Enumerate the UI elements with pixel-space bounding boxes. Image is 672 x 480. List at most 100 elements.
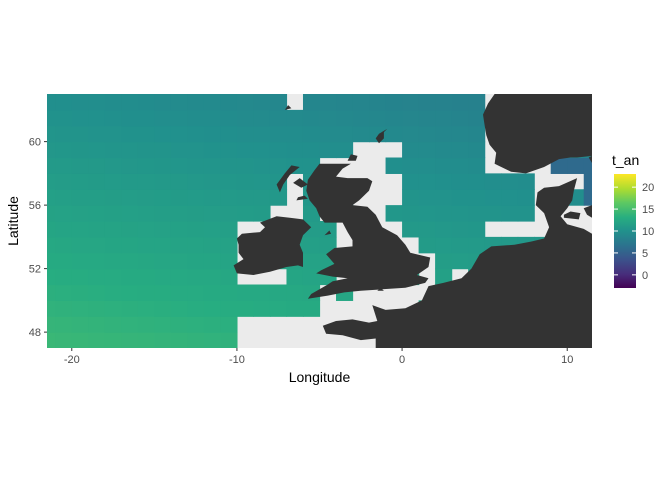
raster-cell: [154, 205, 172, 222]
raster-cell: [220, 252, 238, 270]
raster-cell: [435, 125, 453, 143]
raster-cell: [88, 141, 106, 159]
x-tick-label: -10: [229, 354, 245, 366]
raster-cell: [253, 125, 271, 143]
raster-cell: [435, 236, 453, 254]
raster-cell: [451, 189, 469, 206]
raster-cell: [269, 94, 288, 111]
raster-cell: [203, 236, 222, 254]
raster-cell: [137, 173, 155, 190]
raster-cell: [187, 332, 205, 348]
raster-cell: [55, 284, 73, 301]
raster-cell: [369, 109, 387, 127]
raster-cell: [71, 300, 89, 317]
raster-cell: [121, 189, 139, 206]
raster-cell: [253, 300, 271, 317]
raster-cell: [88, 300, 106, 317]
raster-cell: [187, 236, 205, 254]
raster-cell: [352, 94, 370, 111]
raster-cell: [418, 173, 436, 190]
legend: t_an 0 5 10 15 20: [612, 152, 654, 288]
raster-cell: [550, 157, 568, 174]
land-great-britain: [306, 163, 431, 299]
raster-cell: [468, 109, 486, 127]
raster-cell: [583, 189, 592, 206]
raster-cell: [47, 125, 56, 143]
raster-cell: [170, 300, 188, 317]
raster-cell: [121, 173, 139, 190]
raster-cell: [435, 141, 453, 159]
raster-cell: [187, 189, 205, 206]
raster-cell: [203, 221, 222, 238]
raster-cell: [402, 221, 420, 238]
raster-cell: [88, 94, 106, 111]
raster-cell: [236, 284, 255, 301]
raster-cell: [468, 94, 486, 111]
raster-cell: [203, 157, 222, 174]
raster-cell: [269, 141, 288, 159]
raster-cell: [55, 94, 73, 111]
raster-cell: [55, 109, 73, 127]
raster-cell: [154, 236, 172, 254]
raster-cell: [170, 189, 188, 206]
raster-cell: [47, 221, 56, 238]
y-tick-label: 52: [29, 264, 41, 276]
raster-cell: [47, 252, 56, 270]
legend-colorbar: [614, 174, 636, 288]
raster-cell: [385, 94, 403, 111]
raster-cell: [104, 109, 122, 127]
raster-cell: [583, 173, 592, 190]
raster-cell: [435, 189, 453, 206]
raster-cell: [187, 94, 205, 111]
land-shetland: [375, 128, 388, 144]
raster-cell: [253, 141, 271, 159]
y-tick-label: 60: [29, 137, 41, 149]
raster-cell: [137, 268, 155, 286]
raster-cell: [319, 221, 337, 238]
raster-cell: [47, 300, 56, 317]
land-isle-of-man: [324, 230, 332, 236]
raster-cell: [435, 221, 453, 238]
raster-cell: [336, 94, 354, 111]
raster-cell: [71, 189, 89, 206]
raster-cell: [104, 94, 122, 111]
raster-cell: [220, 157, 238, 174]
raster-cell: [170, 252, 188, 270]
raster-cell: [47, 109, 56, 127]
raster-cell: [468, 205, 486, 222]
raster-cell: [203, 94, 222, 111]
raster-cell: [253, 205, 271, 222]
raster-cell: [187, 157, 205, 174]
raster-cell: [187, 252, 205, 270]
raster-cell: [302, 205, 321, 222]
raster-cell: [154, 141, 172, 159]
raster-cell: [418, 189, 436, 206]
raster-cell: [71, 173, 89, 190]
raster-cell: [402, 205, 420, 222]
raster-cell: [302, 109, 321, 127]
raster-cell: [154, 284, 172, 301]
raster-cell: [236, 125, 255, 143]
raster-cell: [203, 300, 222, 317]
raster-cell: [55, 205, 73, 222]
raster-cell: [137, 205, 155, 222]
raster-cell: [336, 125, 354, 143]
raster-cell: [121, 236, 139, 254]
raster-cell: [121, 252, 139, 270]
raster-cell: [220, 94, 238, 111]
raster-cell: [137, 300, 155, 317]
raster-cell: [121, 268, 139, 286]
raster-cell: [236, 109, 255, 127]
raster-cell: [170, 125, 188, 143]
raster-cell: [269, 109, 288, 127]
raster-cell: [402, 189, 420, 206]
raster-cell: [418, 94, 436, 111]
raster-cell: [302, 141, 321, 159]
raster-cell: [319, 125, 337, 143]
raster-cell: [170, 173, 188, 190]
raster-cell: [468, 157, 486, 174]
raster-cell: [121, 332, 139, 348]
raster-cell: [286, 125, 304, 143]
raster-cell: [319, 236, 337, 254]
